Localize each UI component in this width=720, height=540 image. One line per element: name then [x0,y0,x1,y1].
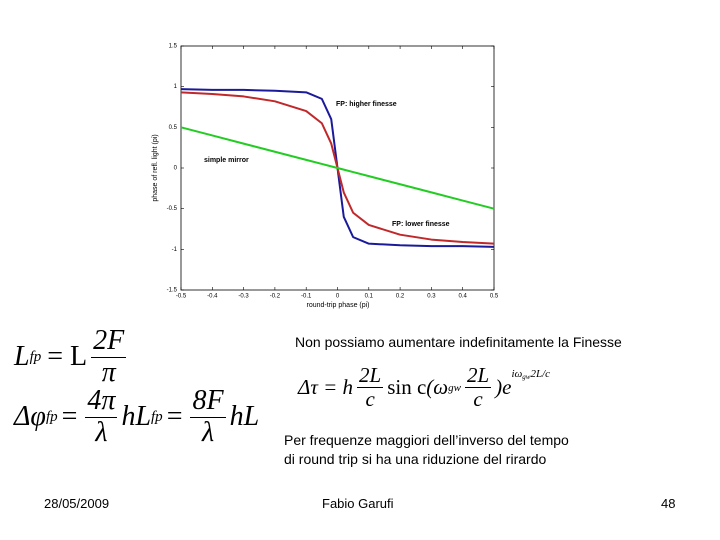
eq-part: 2F [91,325,127,358]
eq-part: iω [511,368,523,380]
eq-part: 4π [85,385,118,418]
fraction: 2L c [357,363,384,412]
footer-page: 48 [661,496,676,511]
series-annotation: simple mirror [204,157,249,164]
text-note-1: Per frequenze maggiori dell’inverso del … [284,432,569,448]
x-tick-label: -0.4 [207,294,218,300]
x-tick-label: -0.1 [301,294,312,300]
eq-part: gw [522,373,531,381]
eq-part: Δτ = h [298,375,354,400]
footer-date: 28/05/2009 [44,496,110,511]
series-annotation: FP: lower finesse [392,221,450,228]
series-line [180,126,495,210]
x-tick-label: 0 [336,294,340,300]
y-axis-label: phase of refl. light (pi) [152,134,159,201]
eq-part: = [61,401,78,433]
x-tick-label: 0.3 [427,294,436,300]
eq-part: = L [47,341,88,373]
x-tick-label: 0.1 [365,294,374,300]
eq-part: )e [495,375,512,400]
equation-delta-phi: Δφ fp = 4π λ hL fp = 8F λ hL [14,385,260,449]
x-tick-label: 0.4 [459,294,468,300]
eq-part: fp [45,408,58,425]
x-tick-label: -0.3 [238,294,249,300]
fraction: 2L c [464,363,492,412]
y-tick-label: -0.5 [167,206,178,212]
eq-exponent: iωgw2L/c [511,368,550,381]
eq-part: hL [229,401,260,433]
fraction: 8F λ [190,385,226,449]
y-tick-label: 1 [174,84,178,90]
footer-author: Fabio Garufi [322,496,394,511]
eq-part: sin c [387,375,427,400]
eq-part: (ω [426,375,449,400]
eq-part: c [365,387,375,412]
eq-part: L [14,341,30,373]
equation-delta-tau: Δτ = h 2L c sin c (ω gw 2L c )e iωgw2L/c [298,363,550,412]
series-annotation: FP: higher finesse [336,101,397,108]
eq-part: 8F [190,385,226,418]
text-limit: Non possiamo aumentare indefinitamente l… [295,334,622,350]
eq-part: fp [29,348,42,365]
y-tick-label: 0.5 [169,125,178,131]
eq-part: π [101,356,116,388]
x-tick-label: 0.2 [396,294,405,300]
y-tick-label: -1 [172,247,178,253]
chart: phase of refl. light (pi) round-trip pha… [152,44,499,309]
x-tick-label: -0.2 [270,294,281,300]
eq-part: 2L [464,363,492,389]
eq-part: 2L [357,363,384,389]
eq-part: c [473,387,483,412]
fraction: 2F π [91,325,127,389]
x-tick-label: 0.5 [490,294,499,300]
text-note-2: di round trip si ha una riduzione del ri… [284,451,547,467]
x-axis-label: round-trip phase (pi) [306,302,369,309]
eq-part: = [166,401,183,433]
eq-part: Δφ [14,401,46,433]
eq-part: fp [151,408,163,425]
eq-part: λ [201,416,215,448]
y-tick-label: 1.5 [169,44,178,50]
eq-part: gw [448,381,461,394]
eq-part: hL [121,401,152,433]
eq-part: 2L/c [530,368,551,380]
y-tick-label: -1.5 [167,288,178,294]
eq-part: λ [95,416,108,448]
x-tick-label: -0.5 [176,294,187,300]
y-tick-label: 0 [174,166,178,172]
fraction: 4π λ [85,385,118,449]
